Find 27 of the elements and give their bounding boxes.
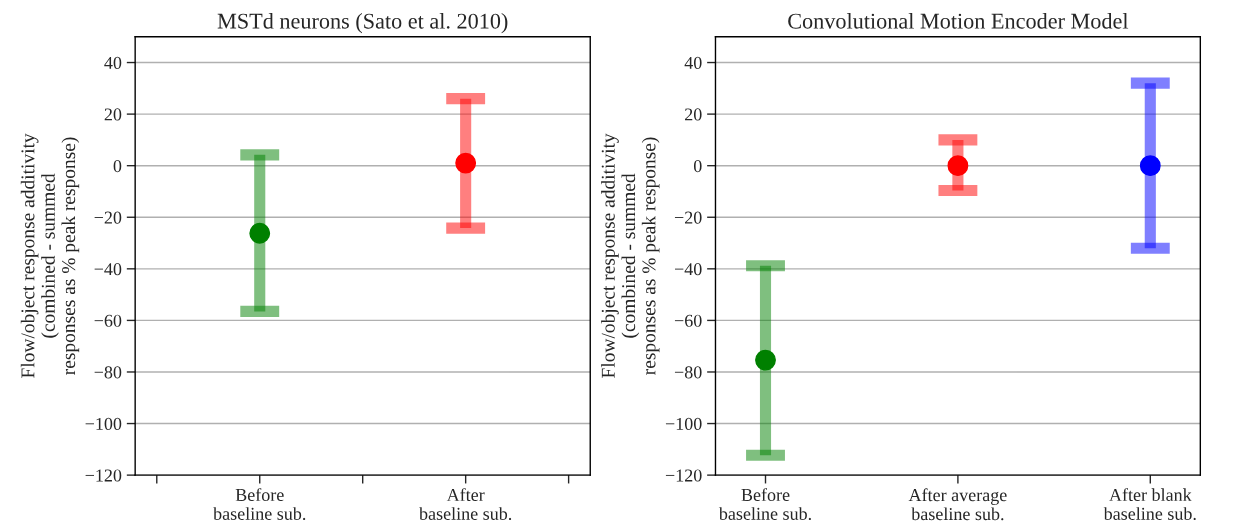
y-tick-label: −120 (85, 469, 122, 482)
y-tick-label: −40 (94, 263, 122, 276)
y-tick-label: −120 (665, 469, 702, 482)
y-tick-label: −80 (94, 366, 122, 379)
y-tick-label: 20 (104, 108, 122, 121)
y-tick-label: −40 (674, 263, 702, 276)
y-tick-label: −100 (85, 417, 122, 430)
chart-title: Convolutional Motion Encoder Model (788, 13, 1129, 29)
x-tick-label: After average baseline sub. (908, 488, 1007, 521)
x-tick-label: After baseline sub. (419, 488, 512, 520)
y-tick-label: −80 (674, 366, 702, 379)
chart-title: MSTd neurons (Sato et al. 2010) (217, 13, 508, 34)
y-axis-title: Flow/object response additivity (combined - summed responses as % peak response) (20, 133, 80, 378)
x-tick-label: Before baseline sub. (213, 488, 306, 520)
x-tick-label: Before baseline sub. (718, 488, 811, 520)
y-tick-label: −20 (94, 211, 122, 224)
x-tick-label: After blank baseline sub. (1103, 488, 1196, 520)
y-tick-label: −100 (665, 417, 702, 430)
y-tick-label: 20 (685, 108, 702, 121)
y-tick-label: 40 (104, 56, 122, 69)
y-tick-label: 0 (693, 159, 702, 173)
y-tick-label: 40 (684, 56, 702, 69)
y-tick-label: −60 (94, 314, 122, 327)
y-tick-label: 0 (113, 159, 122, 173)
y-tick-label: −20 (674, 211, 702, 224)
y-axis-title: Flow/object response additivity (combined - summed responses as % peak response) (601, 133, 660, 378)
y-tick-label: −60 (674, 314, 702, 327)
